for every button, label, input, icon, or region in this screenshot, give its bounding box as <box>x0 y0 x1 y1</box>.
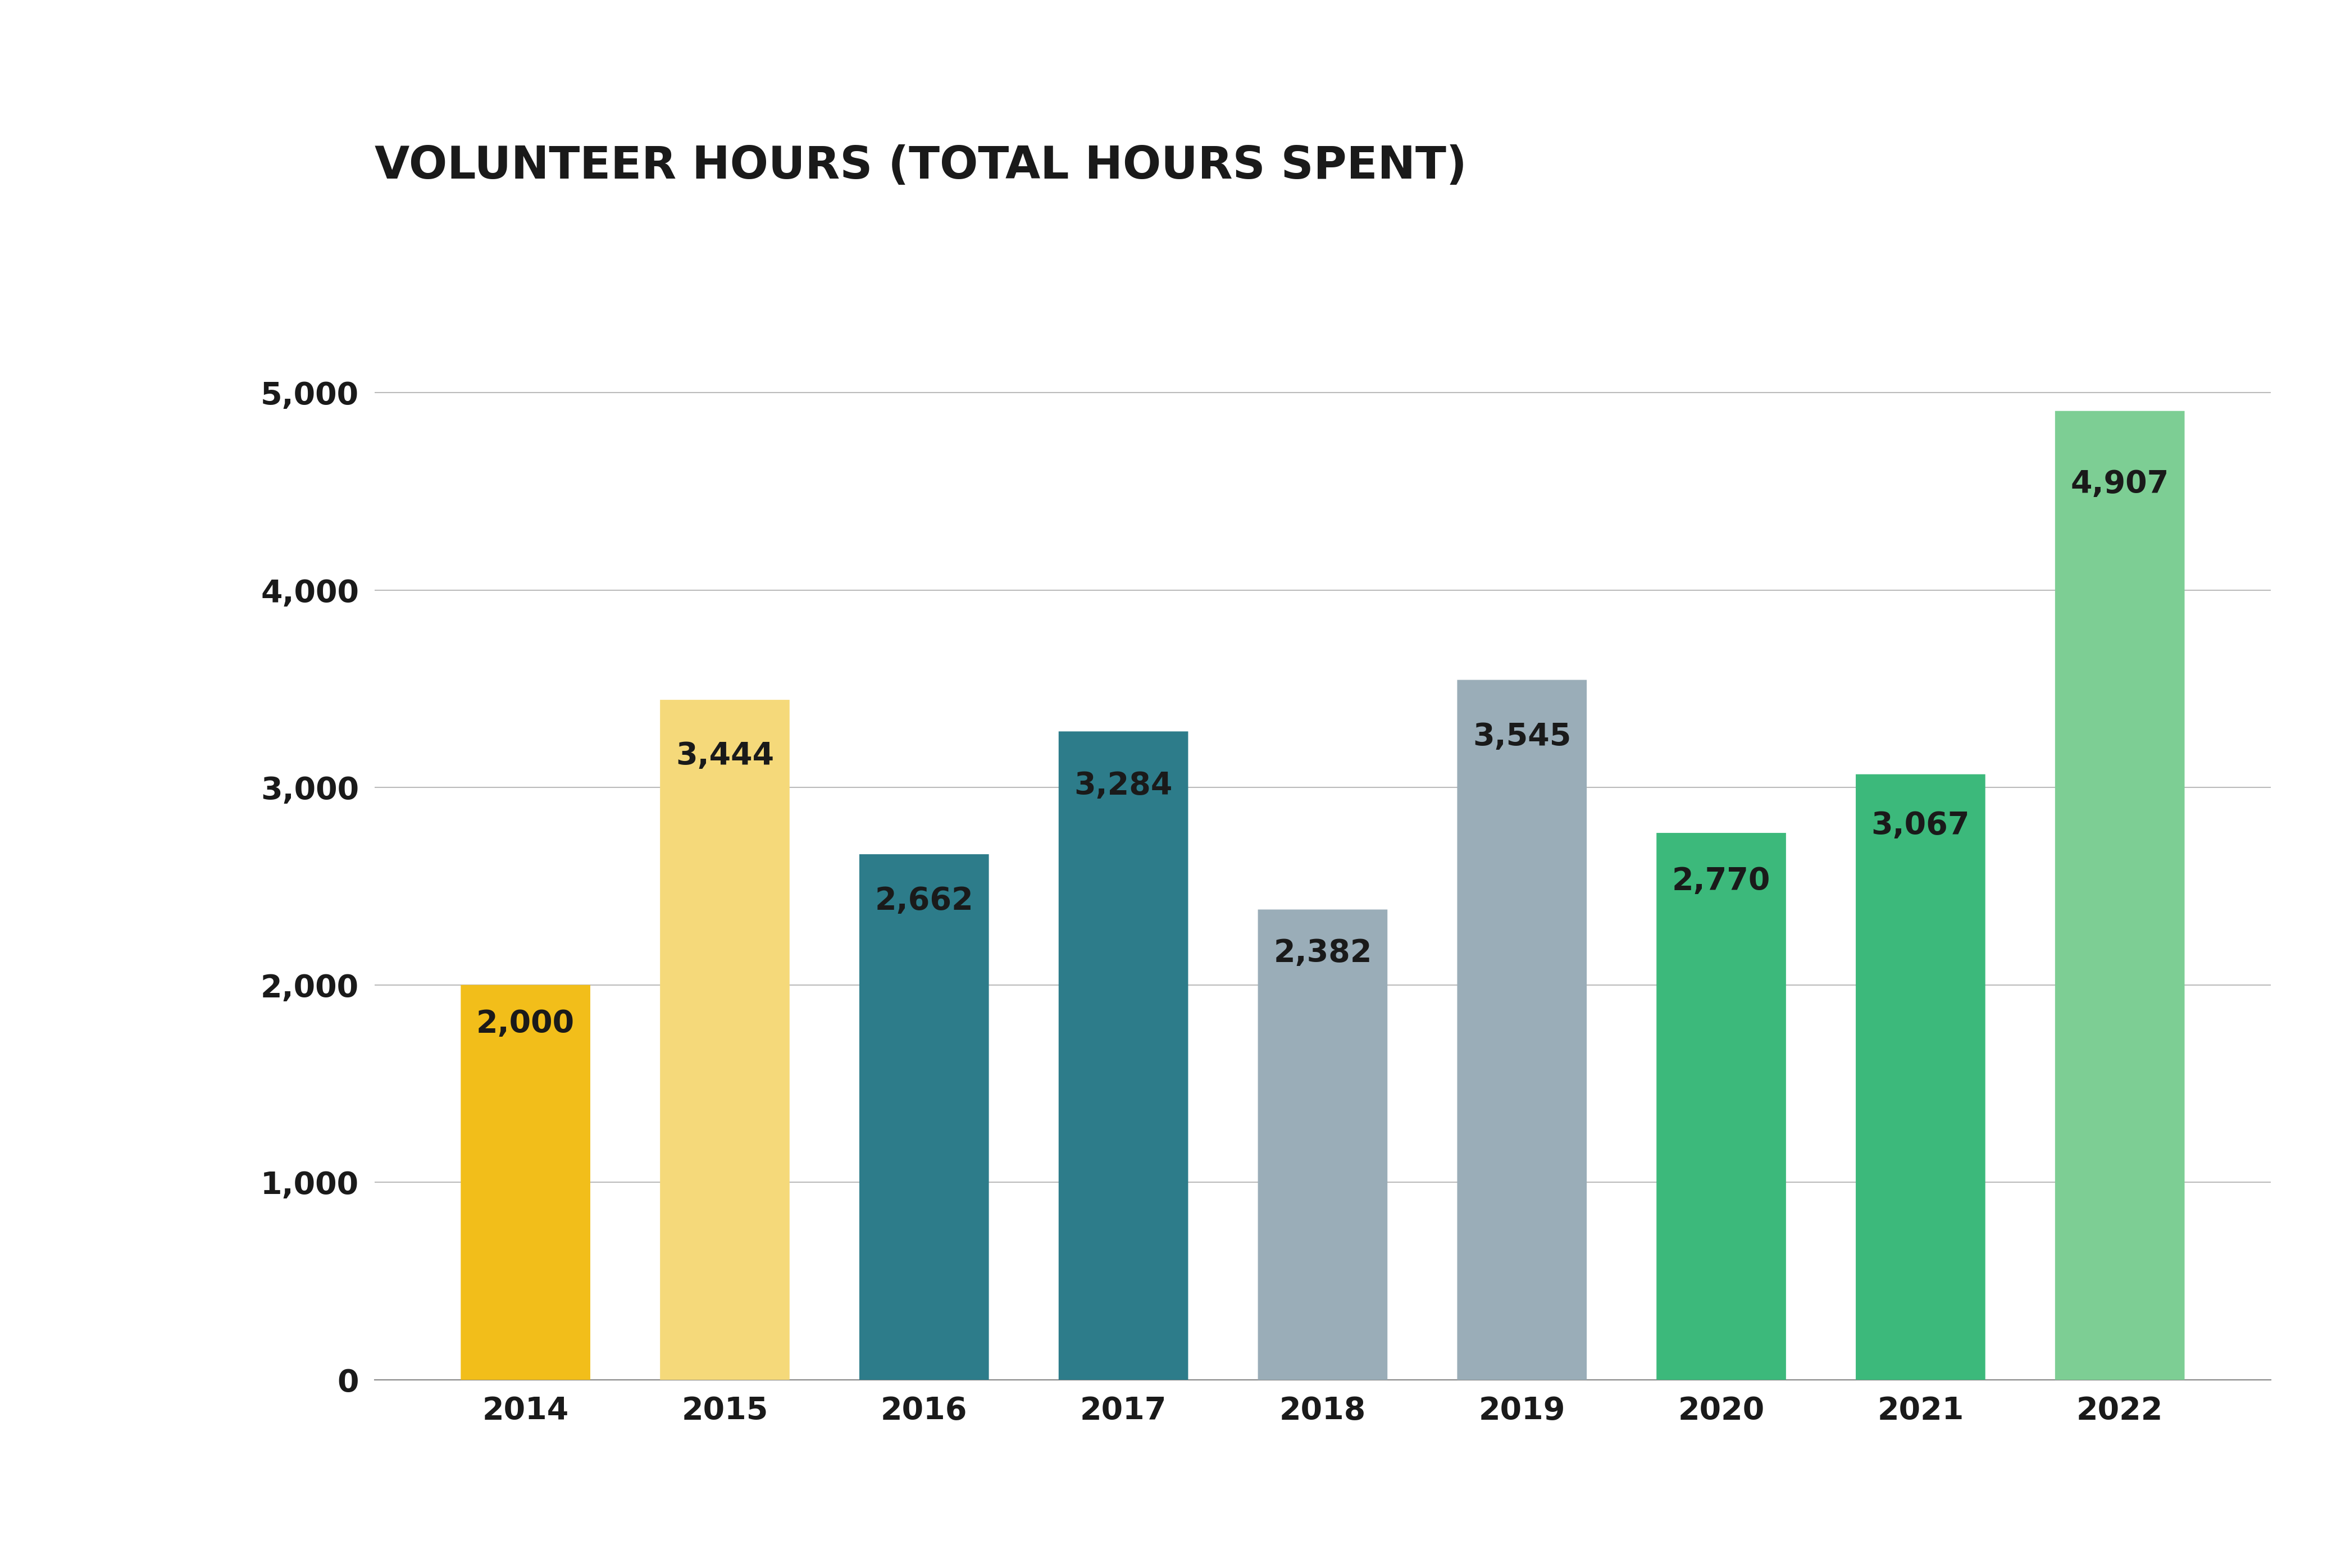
Text: 3,067: 3,067 <box>1870 811 1969 840</box>
Text: VOLUNTEER HOURS (TOTAL HOURS SPENT): VOLUNTEER HOURS (TOTAL HOURS SPENT) <box>375 144 1468 188</box>
Text: 3,545: 3,545 <box>1472 721 1571 753</box>
Text: 2,000: 2,000 <box>475 1008 574 1040</box>
FancyBboxPatch shape <box>1657 833 1786 1380</box>
FancyBboxPatch shape <box>2055 411 2184 1380</box>
FancyBboxPatch shape <box>1456 681 1587 1380</box>
Text: 4,907: 4,907 <box>2069 469 2170 499</box>
FancyBboxPatch shape <box>461 985 590 1380</box>
FancyBboxPatch shape <box>859 855 988 1380</box>
FancyBboxPatch shape <box>1856 775 1985 1380</box>
Text: 2,382: 2,382 <box>1274 938 1372 967</box>
FancyBboxPatch shape <box>1257 909 1388 1380</box>
FancyBboxPatch shape <box>1058 731 1189 1380</box>
FancyBboxPatch shape <box>660 699 789 1380</box>
Text: 2,770: 2,770 <box>1671 866 1770 895</box>
Text: 2,662: 2,662 <box>876 886 974 916</box>
Text: 3,444: 3,444 <box>677 740 775 771</box>
Text: 3,284: 3,284 <box>1075 770 1173 801</box>
